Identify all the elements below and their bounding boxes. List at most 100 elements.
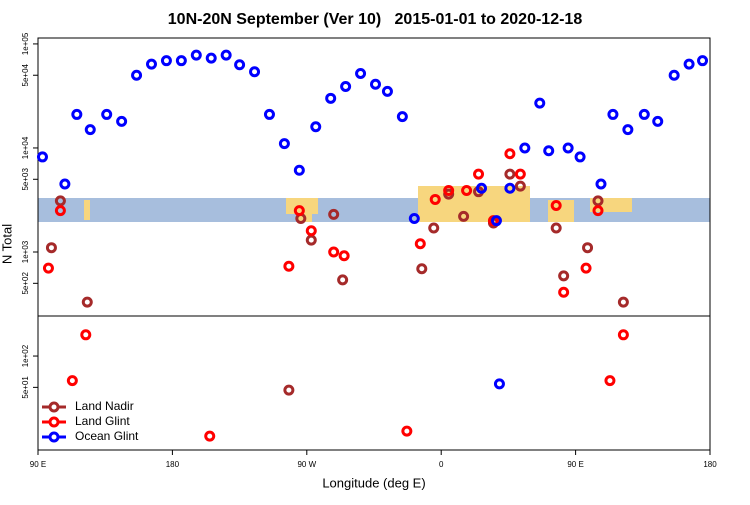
point (519, 142, 531, 154)
point (493, 378, 505, 390)
x-tick-label: 180 (703, 460, 717, 469)
map-strip (38, 186, 710, 222)
point (283, 260, 295, 272)
point (36, 151, 48, 163)
point (84, 124, 96, 136)
point (638, 108, 650, 120)
x-tick-label: 90 E (30, 460, 46, 469)
point (305, 234, 317, 246)
point (80, 329, 92, 341)
point (504, 182, 516, 194)
point (293, 164, 305, 176)
point (416, 263, 428, 275)
point (205, 52, 217, 64)
point (607, 108, 619, 120)
point (414, 238, 426, 250)
point (617, 296, 629, 308)
x-tick-label: 180 (166, 460, 180, 469)
point (558, 286, 570, 298)
x-tick-label: 0 (439, 460, 444, 469)
x-tick-label: 90 W (297, 460, 316, 469)
point (59, 178, 71, 190)
point (595, 178, 607, 190)
point (338, 250, 350, 262)
point (558, 270, 570, 282)
point (340, 80, 352, 92)
point (668, 69, 680, 81)
point (574, 151, 586, 163)
point (101, 108, 113, 120)
point (617, 329, 629, 341)
point (328, 208, 340, 220)
point (443, 185, 455, 197)
point (54, 195, 66, 207)
point (604, 375, 616, 387)
point (476, 182, 488, 194)
plot-frame (37, 37, 711, 451)
point (54, 205, 66, 217)
x-tick-label: 90 E (567, 460, 583, 469)
y-tick-label: 1e+05 (21, 32, 30, 55)
point (697, 55, 709, 67)
point (116, 115, 128, 127)
legend-label: Land Nadir (75, 399, 134, 413)
point (550, 199, 562, 211)
legend-marker (48, 416, 60, 428)
point (293, 205, 305, 217)
point (550, 222, 562, 234)
point (45, 242, 57, 254)
point (428, 222, 440, 234)
point (401, 425, 413, 437)
point (160, 55, 172, 67)
point (305, 225, 317, 237)
y-tick-label: 5e+02 (21, 272, 30, 295)
point (234, 59, 246, 71)
y-tick-label: 1e+04 (21, 136, 30, 159)
point (131, 69, 143, 81)
point (490, 215, 502, 227)
y-tick-label: 5e+04 (21, 63, 30, 86)
point (175, 55, 187, 67)
point (310, 121, 322, 133)
legend-marker (48, 431, 60, 443)
point (278, 138, 290, 150)
x-axis-label: Longitude (deg E) (322, 475, 425, 490)
point (504, 148, 516, 160)
point (592, 205, 604, 217)
point (328, 246, 340, 258)
legend-label: Ocean Glint (75, 429, 139, 443)
point (504, 168, 516, 180)
point (71, 108, 83, 120)
y-tick-label: 1e+02 (21, 344, 30, 367)
point (263, 108, 275, 120)
point (249, 66, 261, 78)
point (42, 262, 54, 274)
legend-marker (48, 401, 60, 413)
point (396, 111, 408, 123)
point (190, 49, 202, 61)
y-axis-label: N Total (0, 224, 14, 264)
point (337, 274, 349, 286)
point (283, 384, 295, 396)
point (592, 195, 604, 207)
point (580, 262, 592, 274)
point (204, 430, 216, 442)
point (543, 145, 555, 157)
point (355, 67, 367, 79)
point (429, 193, 441, 205)
point (514, 180, 526, 192)
point (622, 124, 634, 136)
y-tick-label: 5e+01 (21, 376, 30, 399)
point (458, 210, 470, 222)
y-tick-label: 1e+03 (21, 240, 30, 263)
point (514, 168, 526, 180)
point (582, 242, 594, 254)
point (325, 92, 337, 104)
point (461, 185, 473, 197)
legend-label: Land Glint (75, 414, 130, 428)
point (473, 168, 485, 180)
y-tick-label: 5e+03 (21, 167, 30, 190)
point (381, 85, 393, 97)
